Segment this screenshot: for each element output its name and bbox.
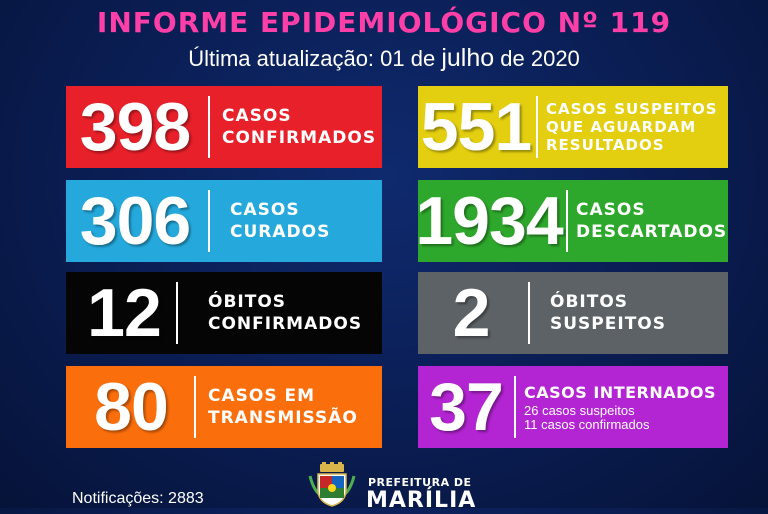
recovered-cases-card: 306 CASOS CURADOS <box>66 180 382 262</box>
label-line: DESCARTADOS <box>576 221 727 243</box>
sub-line: 26 casos suspeitos <box>524 404 716 418</box>
confirmed-cases-card: 398 CASOS CONFIRMADOS <box>66 86 382 168</box>
confirmed-cases-value: 398 <box>80 93 190 161</box>
suspected-cases-card: 551 CASOS SUSPEITOS QUE AGUARDAM RESULTA… <box>418 86 728 168</box>
suspected-cases-label: CASOS SUSPEITOS QUE AGUARDAM RESULTADOS <box>546 100 718 154</box>
divider <box>566 190 568 252</box>
label-line: CASOS <box>222 105 376 127</box>
divider <box>176 282 178 344</box>
label-line: CASOS EM <box>208 385 358 407</box>
last-update: Última atualização: 01 de julho de 2020 <box>0 44 768 73</box>
update-suffix: de 2020 <box>494 46 580 71</box>
discarded-cases-card: 1934 CASOS DESCARTADOS <box>418 180 728 262</box>
suspected-deaths-card: 2 ÓBITOS SUSPEITOS <box>418 272 728 354</box>
label-line: SUSPEITOS <box>550 313 666 335</box>
city-name: MARÍLIA <box>366 488 476 514</box>
confirmed-cases-label: CASOS CONFIRMADOS <box>222 105 376 149</box>
notifications-count: Notificações: 2883 <box>72 490 204 508</box>
hospitalized-cases-value: 37 <box>429 373 503 441</box>
divider <box>528 282 530 344</box>
recovered-cases-label: CASOS CURADOS <box>230 199 330 243</box>
sub-line: 11 casos confirmados <box>524 418 716 432</box>
transmission-cases-label: CASOS EM TRANSMISSÃO <box>208 385 358 429</box>
discarded-cases-label: CASOS DESCARTADOS <box>576 199 727 243</box>
discarded-cases-value: 1934 <box>415 187 562 255</box>
report-title: INFORME EPIDEMIOLÓGICO Nº 119 <box>0 6 768 39</box>
suspected-cases-value: 551 <box>421 93 531 161</box>
label-line: CASOS SUSPEITOS <box>546 100 718 118</box>
label-line: QUE AGUARDAM <box>546 118 718 136</box>
confirmed-deaths-label: ÓBITOS CONFIRMADOS <box>208 291 362 335</box>
city-coat-of-arms-icon <box>308 462 356 508</box>
suspected-deaths-value: 2 <box>453 279 490 347</box>
update-prefix: Última atualização: 01 de <box>188 46 441 71</box>
label-line: CURADOS <box>230 221 330 243</box>
label-line: ÓBITOS <box>208 291 362 313</box>
divider <box>536 96 538 158</box>
label-line: CASOS <box>576 199 727 221</box>
label-line: CASOS <box>230 199 330 221</box>
suspected-deaths-label: ÓBITOS SUSPEITOS <box>550 291 666 335</box>
label-line: TRANSMISSÃO <box>208 407 358 429</box>
confirmed-deaths-card: 12 ÓBITOS CONFIRMADOS <box>66 272 382 354</box>
label-line: CONFIRMADOS <box>222 127 376 149</box>
divider <box>194 376 196 438</box>
label-line: ÓBITOS <box>550 291 666 313</box>
confirmed-deaths-value: 12 <box>87 279 161 347</box>
divider <box>208 96 210 158</box>
label-line: RESULTADOS <box>546 136 718 154</box>
label-line: CASOS INTERNADOS <box>524 382 716 404</box>
update-month: julho <box>441 44 494 72</box>
divider <box>514 376 516 438</box>
divider <box>208 190 210 252</box>
transmission-cases-card: 80 CASOS EM TRANSMISSÃO <box>66 366 382 448</box>
hospitalized-cases-card: 37 CASOS INTERNADOS 26 casos suspeitos 1… <box>418 366 728 448</box>
transmission-cases-value: 80 <box>94 373 168 441</box>
recovered-cases-value: 306 <box>80 187 190 255</box>
label-line: CONFIRMADOS <box>208 313 362 335</box>
hospitalized-cases-label: CASOS INTERNADOS 26 casos suspeitos 11 c… <box>524 382 716 432</box>
